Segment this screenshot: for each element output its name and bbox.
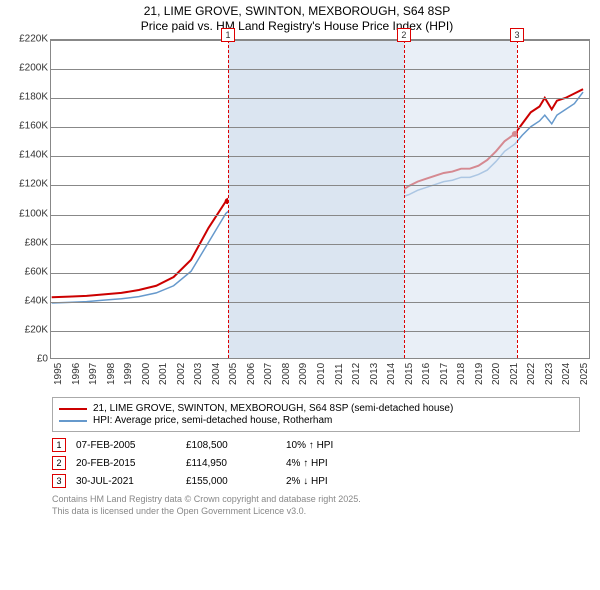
y-tick-label: £60K [25,266,48,277]
marker-box: 3 [510,28,524,42]
y-tick-label: £160K [19,121,48,132]
y-tick-label: £220K [19,34,48,45]
gridline [51,302,589,303]
marker-line [404,40,405,358]
marker-box: 2 [397,28,411,42]
x-tick-label: 1999 [123,363,134,385]
x-tick-label: 2015 [404,363,415,385]
shade-region [404,40,517,358]
transaction-marker: 3 [52,474,66,488]
footer: Contains HM Land Registry data © Crown c… [52,494,580,517]
y-tick-label: £100K [19,208,48,219]
x-tick-label: 2001 [158,363,169,385]
x-tick-label: 2005 [228,363,239,385]
marker-line [517,40,518,358]
transaction-marker: 1 [52,438,66,452]
legend-swatch [59,420,87,422]
gridline [51,273,589,274]
footer-line-2: This data is licensed under the Open Gov… [52,506,580,518]
transaction-row: 3 30-JUL-2021 £155,000 2% ↓ HPI [52,474,580,488]
x-tick-label: 2023 [544,363,555,385]
x-tick-label: 2000 [141,363,152,385]
chart-title: 21, LIME GROVE, SWINTON, MEXBOROUGH, S64… [4,4,590,18]
transaction-price: £114,950 [186,458,276,469]
x-tick-label: 1995 [53,363,64,385]
x-tick-label: 2010 [316,363,327,385]
legend-row: HPI: Average price, semi-detached house,… [59,415,573,426]
transaction-marker: 2 [52,456,66,470]
y-tick-label: £180K [19,92,48,103]
gridline [51,215,589,216]
chart-area: £0 £20K £40K £60K £80K £100K £120K £140K £160K £1… [12,39,590,389]
y-tick-label: £0 [37,354,48,365]
transaction-price: £108,500 [186,440,276,451]
transactions-table: 1 07-FEB-2005 £108,500 10% ↑ HPI 2 20-FEB-201… [52,438,580,488]
legend-label: 21, LIME GROVE, SWINTON, MEXBOROUGH, S64… [93,403,453,414]
footer-line-1: Contains HM Land Registry data © Crown c… [52,494,580,506]
y-tick-label: £200K [19,63,48,74]
transaction-delta: 4% ↑ HPI [286,458,406,469]
plot: 123 [50,39,590,359]
x-tick-label: 2022 [526,363,537,385]
x-tick-label: 1997 [88,363,99,385]
x-tick-label: 2011 [334,363,345,385]
transaction-date: 07-FEB-2005 [76,440,176,451]
gridline [51,69,589,70]
x-tick-label: 2009 [298,363,309,385]
x-tick-label: 2020 [491,363,502,385]
gridline [51,185,589,186]
x-tick-label: 2017 [439,363,450,385]
x-tick-label: 2007 [263,363,274,385]
y-tick-label: £40K [25,295,48,306]
transaction-date: 30-JUL-2021 [76,476,176,487]
gridline [51,98,589,99]
x-tick-label: 2012 [351,363,362,385]
x-tick-label: 2006 [246,363,257,385]
transaction-row: 2 20-FEB-2015 £114,950 4% ↑ HPI [52,456,580,470]
legend-swatch [59,408,87,410]
x-tick-label: 2019 [474,363,485,385]
x-axis: 1995 1996 1997 1998 1999 2000 2001 2002 2003 2004… [50,359,590,389]
legend-label: HPI: Average price, semi-detached house,… [93,415,332,426]
marker-line [228,40,229,358]
x-tick-label: 2008 [281,363,292,385]
x-tick-label: 2002 [176,363,187,385]
transaction-row: 1 07-FEB-2005 £108,500 10% ↑ HPI [52,438,580,452]
gridline [51,244,589,245]
x-tick-label: 2024 [561,363,572,385]
marker-box: 1 [221,28,235,42]
shade-region [228,40,404,358]
x-tick-label: 2018 [456,363,467,385]
legend-row: 21, LIME GROVE, SWINTON, MEXBOROUGH, S64… [59,403,573,414]
transaction-delta: 10% ↑ HPI [286,440,406,451]
x-tick-label: 2004 [211,363,222,385]
transaction-delta: 2% ↓ HPI [286,476,406,487]
x-tick-label: 2021 [509,363,520,385]
gridline [51,331,589,332]
y-tick-label: £80K [25,237,48,248]
x-tick-label: 2014 [386,363,397,385]
x-tick-label: 2016 [421,363,432,385]
y-axis: £0£20K£40K£60K£80K£100K£120K£140K£160K£1… [12,39,50,359]
y-tick-label: £20K [25,324,48,335]
legend: 21, LIME GROVE, SWINTON, MEXBOROUGH, S64… [52,397,580,432]
x-tick-label: 2003 [193,363,204,385]
gridline [51,40,589,41]
x-tick-label: 2025 [579,363,590,385]
x-tick-label: 1998 [106,363,117,385]
y-tick-label: £140K [19,150,48,161]
gridline [51,156,589,157]
chart-subtitle: Price paid vs. HM Land Registry's House … [4,19,590,33]
y-tick-label: £120K [19,179,48,190]
transaction-date: 20-FEB-2015 [76,458,176,469]
transaction-price: £155,000 [186,476,276,487]
x-tick-label: 2013 [369,363,380,385]
gridline [51,127,589,128]
x-tick-label: 1996 [71,363,82,385]
